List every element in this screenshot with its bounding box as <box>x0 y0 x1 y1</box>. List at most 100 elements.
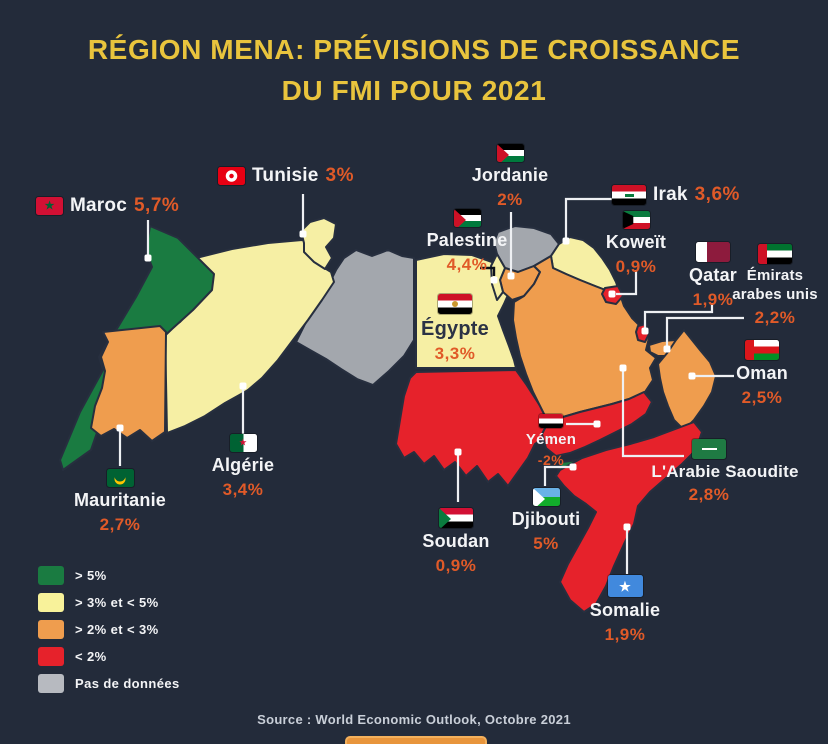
country-name: Tunisie <box>252 165 319 186</box>
leader-emirats <box>663 316 744 353</box>
uae-flag-icon <box>758 244 792 264</box>
label-arabie-saoudite: L'Arabie Saoudite 2,8% <box>630 439 820 505</box>
leader-irak <box>562 197 612 245</box>
country-name: Maroc <box>70 195 127 216</box>
leader-jordanie <box>507 212 515 280</box>
country-name: Koweït <box>605 232 667 252</box>
country-value: 5% <box>533 533 559 553</box>
legend-swatch-gray <box>38 674 64 693</box>
country-name: Qatar <box>688 265 738 285</box>
legend-swatch-green <box>38 566 64 585</box>
sudan-flag-icon <box>439 508 473 528</box>
country-value: 1,9% <box>604 624 646 644</box>
label-soudan: Soudan 0,9% <box>401 508 511 576</box>
label-qatar: Qatar 1,9% <box>658 242 768 310</box>
country-value: 0,9% <box>435 555 477 575</box>
leader-yemen <box>566 420 601 428</box>
legend-label: > 5% <box>75 568 107 583</box>
qatar-flag-icon <box>696 242 730 262</box>
kuwait-flag-icon <box>622 211 650 229</box>
country-name: Oman <box>736 363 788 383</box>
iraq-flag-icon <box>612 185 646 206</box>
legend-label: < 2% <box>75 649 107 664</box>
label-koweit: Koweït 0,9% <box>581 211 691 277</box>
label-emirats-arabes-unis: Émirats arabes unis 2,2% <box>722 244 828 328</box>
country-value: 3,6% <box>694 184 740 206</box>
leader-qatar <box>641 303 714 335</box>
label-tunisie: Tunisie 3% <box>218 165 354 188</box>
country-value: -2% <box>537 452 565 468</box>
country-name: Jordanie <box>471 165 549 185</box>
country-shape-tunisia <box>300 217 337 270</box>
leader-mauritanie <box>116 424 124 466</box>
leader-palestine <box>480 266 498 284</box>
legend-swatch-orange <box>38 620 64 639</box>
algeria-flag-icon: ★ <box>229 434 257 452</box>
country-value: 3,4% <box>222 479 264 499</box>
country-value: 2,5% <box>741 387 783 407</box>
country-value: 3% <box>325 165 354 187</box>
leader-somalie <box>623 523 631 574</box>
country-name: Djibouti <box>511 509 581 529</box>
label-algerie: ★ Algérie 3,4% <box>188 434 298 500</box>
label-djibouti: Djibouti 5% <box>491 488 601 554</box>
country-value: 2,7% <box>99 514 141 534</box>
legend-item: < 2% <box>38 647 180 666</box>
label-yemen: Yémen -2% <box>516 414 586 468</box>
country-shape-somalia <box>555 421 703 613</box>
legend-item: Pas de données <box>38 674 180 693</box>
djibouti-flag-icon <box>532 488 560 506</box>
source-note: Source : World Economic Outlook, Octobre… <box>257 712 571 727</box>
legend-swatch-yellow <box>38 593 64 612</box>
label-oman: Oman 2,5% <box>707 340 817 408</box>
leader-saoudite <box>619 364 684 458</box>
country-name: Algérie <box>211 455 275 475</box>
saudi-arabia-flag-icon <box>692 439 726 459</box>
country-value: 5,7% <box>133 195 180 217</box>
jordan-flag-icon <box>496 144 524 162</box>
mauritania-flag-icon <box>106 469 134 487</box>
country-value: 2,2% <box>754 307 796 327</box>
page-title: RÉGION MENA: PRÉVISIONS DE CROISSANCE DU… <box>0 30 828 111</box>
egypt-flag-icon <box>438 294 472 314</box>
country-value: 4,4% <box>446 254 488 274</box>
leader-koweit <box>608 270 638 298</box>
country-value: 1,9% <box>692 289 734 309</box>
title-line-2: DU FMI POUR 2021 <box>281 74 547 106</box>
leader-maroc <box>144 220 152 262</box>
legend-label: > 2% et < 3% <box>75 622 159 637</box>
title-line-1: RÉGION MENA: PRÉVISIONS DE CROISSANCE <box>87 34 741 65</box>
legend-label: Pas de données <box>75 676 180 691</box>
morocco-flag-icon: ★ <box>36 197 63 216</box>
country-name: Soudan <box>422 531 490 551</box>
label-palestine: Palestine 4,4% <box>412 209 522 275</box>
legend-item: > 3% et < 5% <box>38 593 180 612</box>
yemen-flag-icon <box>539 414 563 428</box>
bottom-accent-bar <box>345 736 487 744</box>
label-maroc: ★ Maroc 5,7% <box>36 195 179 218</box>
country-value: 0,9% <box>615 256 657 276</box>
palestine-flag-icon <box>453 209 481 227</box>
oman-flag-icon <box>745 340 779 360</box>
legend-swatch-red <box>38 647 64 666</box>
country-name: Mauritanie <box>73 490 167 510</box>
leader-algerie <box>239 382 247 436</box>
leader-oman <box>688 372 734 380</box>
tunisia-flag-icon <box>218 167 245 186</box>
leader-soudan <box>454 448 462 502</box>
country-name: Yémen <box>525 431 577 448</box>
country-shape-oman <box>657 329 717 431</box>
country-shape-mauritania <box>90 325 167 442</box>
country-name: L'Arabie Saoudite <box>651 462 799 481</box>
label-egypte: Égypte 3,3% <box>400 294 510 364</box>
leader-djibouti <box>543 463 577 486</box>
legend: > 5% > 3% et < 5% > 2% et < 3% < 2% Pas … <box>38 566 180 693</box>
country-name: Égypte <box>421 318 489 340</box>
label-mauritanie: Mauritanie 2,7% <box>65 469 175 535</box>
legend-item: > 5% <box>38 566 180 585</box>
legend-item: > 2% et < 3% <box>38 620 180 639</box>
label-jordanie: Jordanie 2% <box>455 144 565 210</box>
somalia-flag-icon: ★ <box>607 575 643 597</box>
